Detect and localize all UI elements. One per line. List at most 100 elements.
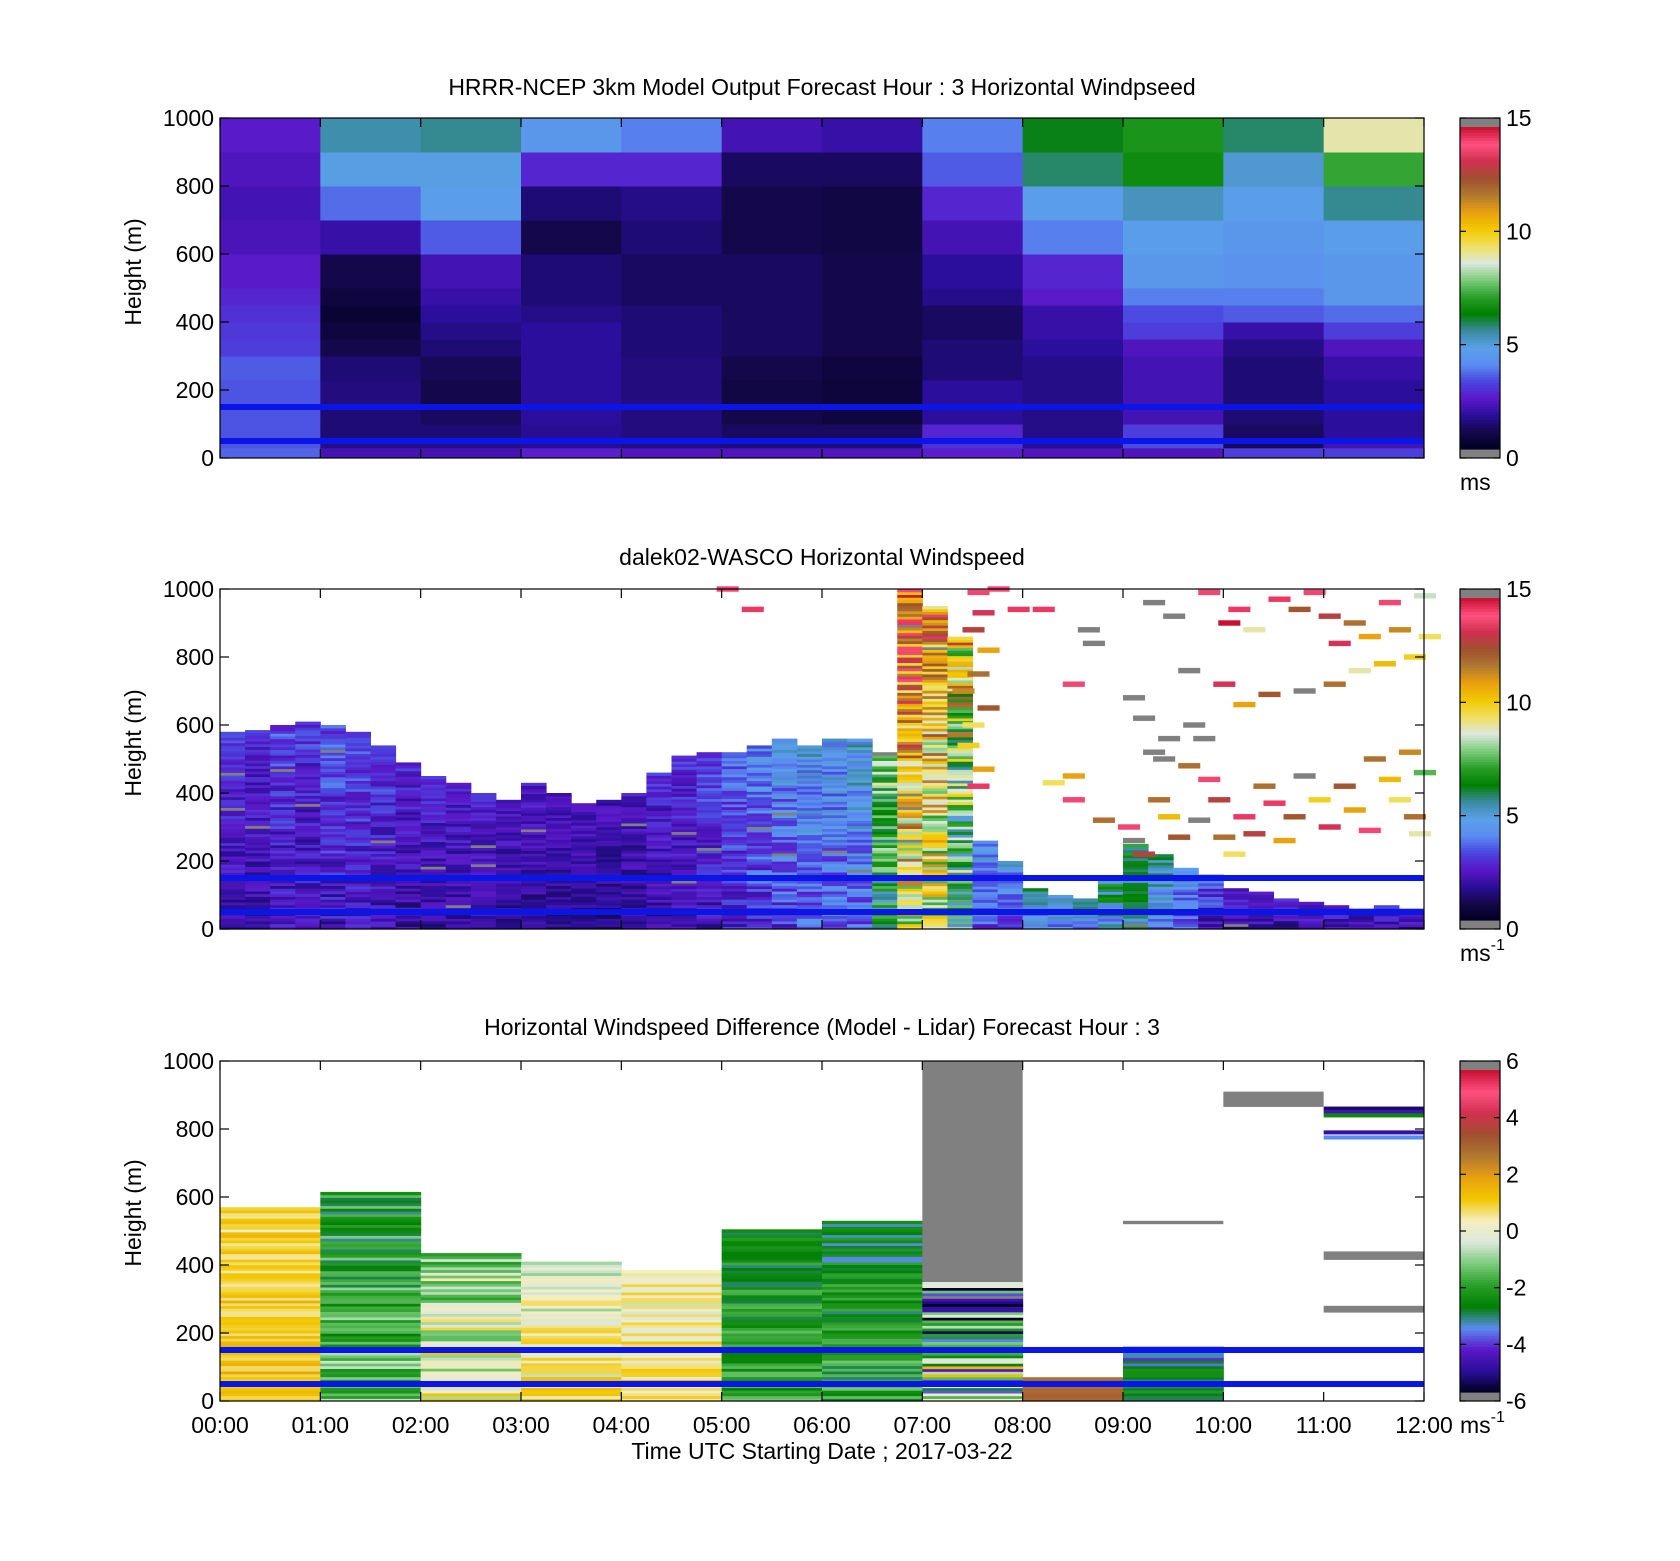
lidar-profile-segment (847, 915, 873, 919)
lidar-profile-segment (671, 815, 698, 819)
lidar-profile-segment (922, 760, 948, 765)
lidar-profile-segment (320, 852, 346, 857)
lidar-profile-segment (295, 841, 321, 846)
lidar-profile-segment (897, 888, 923, 892)
heatmap-cell (1323, 447, 1425, 459)
lidar-profile-segment (1223, 920, 1249, 925)
lidar-profile-segment (270, 773, 296, 778)
lidar-profile-segment (922, 901, 948, 906)
lidar-profile-segment (822, 779, 848, 783)
difference-segment (420, 1321, 522, 1325)
colorbar-band (1460, 1147, 1500, 1152)
lidar-profile-segment (746, 764, 773, 768)
lidar-profile-segment (470, 839, 497, 843)
colorbar-band (1460, 823, 1500, 827)
lidar-profile-segment (847, 746, 873, 751)
lidar-profile-segment (696, 841, 723, 846)
lidar-profile-segment (922, 926, 948, 930)
difference-segment (320, 1227, 422, 1231)
lidar-profile-segment (1198, 880, 1224, 884)
difference-segment (822, 1228, 923, 1233)
lidar-profile-segment (746, 804, 773, 809)
difference-segment (320, 1267, 422, 1272)
lidar-sparse-segment (1378, 599, 1401, 606)
lidar-profile-segment (646, 788, 672, 793)
lidar-profile-segment (470, 869, 497, 873)
colorbar-band (1460, 1292, 1500, 1296)
lidar-profile-segment (295, 817, 321, 821)
lidar-profile-segment (771, 822, 798, 827)
colorbar-unit: ms-1 (1460, 937, 1505, 966)
lidar-profile-segment (897, 716, 923, 721)
lidar-profile-segment (947, 869, 973, 873)
colorbar-band (1460, 670, 1500, 674)
lidar-profile-segment (746, 823, 773, 827)
lidar-profile-segment (420, 915, 447, 919)
thin-layer (1323, 1109, 1424, 1115)
colorbar-band (1460, 759, 1500, 763)
lidar-profile-segment (320, 727, 346, 732)
lidar-profile-segment (721, 863, 748, 868)
difference-segment (721, 1341, 823, 1345)
lidar-profile-segment (245, 828, 271, 832)
difference-segment (420, 1310, 522, 1314)
lidar-profile-segment (245, 773, 271, 778)
difference-segment (320, 1395, 422, 1399)
lidar-profile-segment (796, 788, 823, 792)
difference-segment (721, 1343, 823, 1348)
lidar-profile-segment (1022, 901, 1049, 906)
lidar-profile-segment (872, 825, 898, 829)
lidar-profile-segment (922, 863, 948, 868)
colorbar-unit-text: ms (1460, 469, 1491, 495)
difference-segment (621, 1313, 723, 1318)
lidar-profile-segment (495, 802, 522, 806)
lidar-profile-segment (420, 806, 447, 810)
lidar-profile-segment (220, 864, 246, 868)
lidar-profile-segment (470, 803, 497, 808)
lidar-sparse-segment (1218, 620, 1241, 626)
lidar-profile-segment (897, 689, 923, 693)
lidar-profile-segment (922, 796, 948, 800)
lidar-profile-segment (922, 627, 948, 632)
lidar-profile-segment (295, 759, 321, 764)
x-tick-label: 02:00 (392, 1412, 450, 1438)
lidar-profile-segment (596, 888, 622, 892)
lidar-profile-segment (922, 834, 948, 838)
lidar-profile-segment (771, 852, 798, 857)
difference-segment (822, 1250, 923, 1255)
lidar-profile-segment (245, 860, 271, 865)
lidar-profile-segment (872, 787, 898, 791)
lidar-profile-segment (822, 803, 848, 808)
lidar-profile-segment (822, 831, 848, 835)
lidar-profile-segment (220, 888, 246, 892)
lidar-profile-segment (345, 869, 371, 873)
difference-segment (220, 1229, 321, 1233)
lidar-profile-segment (897, 624, 923, 628)
lidar-profile-segment (320, 790, 346, 794)
lidar-profile-segment (370, 745, 397, 749)
lidar-profile-segment (345, 737, 371, 741)
colorbar-band (1460, 734, 1500, 739)
lidar-profile-segment (546, 890, 572, 895)
difference-segment (621, 1398, 723, 1402)
lidar-profile-segment (796, 785, 823, 790)
lidar-profile-segment (1097, 880, 1124, 884)
lidar-profile-segment (1198, 920, 1224, 925)
lidar-profile-segment (897, 708, 923, 712)
heatmap-cell (1123, 424, 1224, 439)
difference-segment (822, 1294, 923, 1298)
lidar-windspeed-panel: dalek02-WASCO Horizontal Windspeed Heigh… (120, 544, 1532, 966)
difference-segment (621, 1351, 723, 1356)
lidar-profile-segment (470, 831, 497, 835)
lidar-profile-segment (696, 871, 723, 876)
lidar-profile-segment (771, 839, 798, 843)
difference-segment (721, 1335, 823, 1339)
lidar-profile-segment (1097, 920, 1124, 925)
lidar-profile-segment (345, 785, 371, 790)
lidar-profile-segment (922, 703, 948, 708)
lidar-profile-segment (972, 862, 999, 866)
lidar-profile-segment (220, 880, 246, 884)
difference-segment (822, 1343, 923, 1347)
lidar-profile-segment (370, 799, 397, 803)
difference-segment (822, 1220, 923, 1225)
